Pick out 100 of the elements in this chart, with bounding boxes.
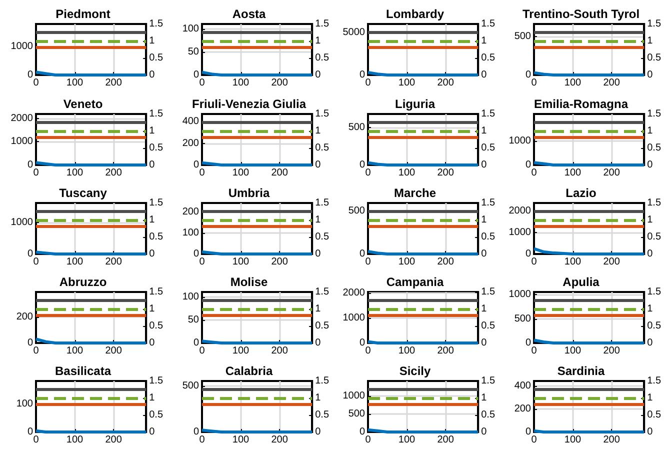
y-tick-label: 50 (188, 314, 200, 326)
y-tick-label: 100 (182, 24, 200, 35)
y2-tick-label: 1.5 (481, 286, 496, 298)
chart-title: Liguria (394, 97, 436, 111)
y2-tick-label: 0.5 (481, 142, 496, 154)
y2-tick-label: 0.5 (647, 52, 662, 64)
y2-tick-label: 0.5 (647, 232, 662, 242)
y-tick-label: 200 (182, 138, 200, 149)
chart-title: Lazio (566, 186, 596, 200)
y2-tick-label: 1 (149, 392, 156, 404)
chart-title: Basilicata (54, 364, 112, 378)
chart-title: Sicily (399, 364, 431, 378)
y-tick-label: 500 (514, 313, 532, 324)
y-tick-label: 0 (193, 160, 200, 170)
y-tick-label: 1000 (342, 390, 366, 402)
y-tick-label: 0 (193, 248, 200, 260)
y2-tick-label: 0.5 (481, 52, 496, 64)
chart-title: Aosta (232, 7, 266, 21)
y2-tick-label: 1.5 (149, 198, 164, 208)
x-tick-label: 200 (271, 168, 288, 178)
x-tick-label: 200 (603, 346, 620, 356)
chart-title: Umbria (228, 186, 270, 200)
y2-tick-label: 0 (149, 426, 156, 438)
y2-tick-label: 1 (647, 36, 654, 46)
y2-tick-label: 1 (149, 304, 156, 314)
x-tick-label: 200 (603, 434, 620, 446)
y-tick-label: 500 (348, 122, 366, 133)
y2-tick-label: 0 (315, 426, 322, 438)
y2-tick-label: 1 (315, 126, 322, 136)
y-tick-label: 1000 (508, 136, 532, 146)
x-tick-label: 200 (105, 434, 122, 446)
chart-title: Lombardy (386, 7, 444, 21)
x-tick-label: 100 (66, 168, 84, 178)
y-tick-label: 2000 (508, 206, 532, 217)
y-tick-label: 100 (182, 227, 200, 238)
x-tick-label: 100 (398, 256, 416, 268)
chart-title: Emilia-Romagna (534, 97, 628, 111)
y2-tick-label: 1.5 (149, 108, 164, 120)
y2-tick-label: 1.5 (315, 286, 330, 298)
x-tick-label: 200 (437, 434, 454, 446)
y2-tick-label: 0 (481, 338, 488, 348)
x-tick-label: 200 (603, 168, 620, 178)
y2-tick-label: 0.5 (481, 410, 496, 420)
x-tick-label: 100 (398, 78, 416, 88)
y2-tick-label: 0 (149, 70, 156, 80)
y2-tick-label: 1 (149, 36, 156, 46)
x-tick-label: 100 (232, 346, 250, 356)
x-tick-label: 200 (437, 168, 454, 178)
y2-tick-label: 0 (481, 70, 488, 80)
y2-tick-label: 0 (315, 338, 322, 348)
y2-tick-label: 0.5 (149, 320, 164, 332)
y-tick-label: 0 (525, 70, 532, 80)
y2-tick-label: 1 (481, 214, 488, 226)
x-tick-label: 200 (271, 78, 288, 88)
y2-tick-label: 0 (647, 70, 654, 80)
y-tick-label: 0 (525, 338, 532, 348)
y2-tick-label: 1 (315, 392, 322, 404)
x-tick-label: 200 (271, 256, 288, 268)
y2-tick-label: 0.5 (315, 52, 330, 64)
y2-tick-label: 0 (647, 338, 654, 348)
x-tick-label: 100 (66, 346, 84, 356)
chart-title: Piedmont (56, 7, 110, 21)
x-tick-label: 200 (271, 346, 288, 356)
y2-tick-label: 1 (481, 392, 488, 404)
y-tick-label: 400 (182, 116, 200, 128)
x-tick-label: 100 (66, 256, 84, 268)
y2-tick-label: 1 (481, 304, 488, 314)
y-tick-label: 100 (182, 292, 200, 303)
y-tick-label: 100 (16, 398, 34, 410)
y-tick-label: 1000 (10, 41, 34, 52)
x-tick-label: 100 (66, 78, 84, 88)
x-tick-label: 100 (564, 168, 582, 178)
x-tick-label: 100 (398, 168, 416, 178)
y2-tick-label: 0 (149, 160, 156, 170)
x-tick-label: 200 (105, 168, 122, 178)
x-tick-label: 100 (232, 256, 250, 268)
x-tick-label: 100 (398, 434, 416, 446)
y-tick-label: 200 (514, 403, 532, 414)
y-tick-label: 5000 (342, 27, 366, 38)
y2-tick-label: 0 (647, 160, 654, 170)
y2-tick-label: 0.5 (315, 320, 330, 332)
y-tick-label: 0 (359, 338, 366, 348)
y2-tick-label: 1.5 (481, 108, 496, 120)
y-tick-label: 1000 (10, 217, 34, 228)
y2-tick-label: 0 (481, 426, 488, 438)
y-tick-label: 0 (525, 160, 532, 170)
y2-tick-label: 1 (315, 304, 322, 314)
chart-title: Trentino-South Tyrol (522, 7, 640, 21)
y-tick-label: 2000 (10, 112, 34, 124)
y2-tick-label: 0 (481, 248, 488, 260)
y2-tick-label: 0 (315, 160, 322, 170)
y-tick-label: 400 (514, 380, 532, 392)
y-tick-label: 0 (525, 426, 532, 438)
y2-tick-label: 1.5 (149, 376, 164, 386)
y-tick-label: 200 (16, 311, 34, 322)
y2-tick-label: 1.5 (315, 198, 330, 208)
y-tick-label: 0 (27, 248, 34, 260)
y2-tick-label: 0.5 (315, 410, 330, 420)
x-tick-label: 100 (232, 78, 250, 88)
y-tick-label: 0 (359, 426, 366, 438)
